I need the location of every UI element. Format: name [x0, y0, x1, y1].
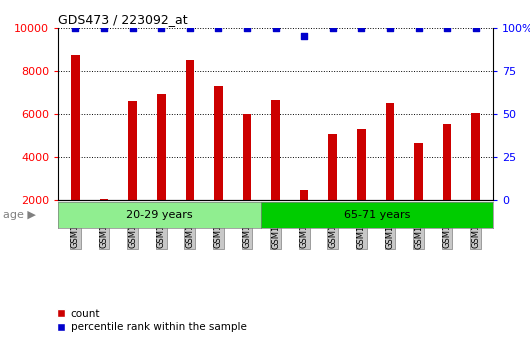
Point [71, 25, 80, 30]
Point [100, 25, 108, 30]
Point [128, 25, 137, 30]
Text: 65-71 years: 65-71 years [344, 210, 410, 220]
Text: 20-29 years: 20-29 years [126, 210, 193, 220]
Point [271, 25, 280, 30]
Bar [186, 60, 194, 200]
Bar [357, 129, 366, 200]
Bar [300, 190, 308, 200]
Text: age ▶: age ▶ [3, 210, 36, 220]
Point [214, 25, 223, 30]
Bar [71, 55, 80, 200]
Bar [100, 199, 108, 200]
Point [386, 25, 394, 30]
Bar [386, 103, 394, 200]
Bar [243, 114, 251, 200]
Bar [443, 124, 452, 200]
Bar [157, 95, 165, 200]
Point [357, 25, 366, 30]
Point [186, 25, 194, 30]
Text: GDS473 / 223092_at: GDS473 / 223092_at [58, 13, 188, 27]
Bar [414, 143, 423, 200]
Legend: count, percentile rank within the sample: count, percentile rank within the sample [53, 305, 251, 336]
Bar [329, 134, 337, 200]
Point [472, 25, 480, 30]
Point [414, 25, 423, 30]
Point [443, 25, 452, 30]
Point [300, 33, 308, 39]
Bar [472, 113, 480, 200]
Point [243, 25, 251, 30]
Bar [271, 100, 280, 200]
Bar [214, 86, 223, 200]
Point [329, 25, 337, 30]
Bar [128, 101, 137, 200]
Point [157, 25, 165, 30]
